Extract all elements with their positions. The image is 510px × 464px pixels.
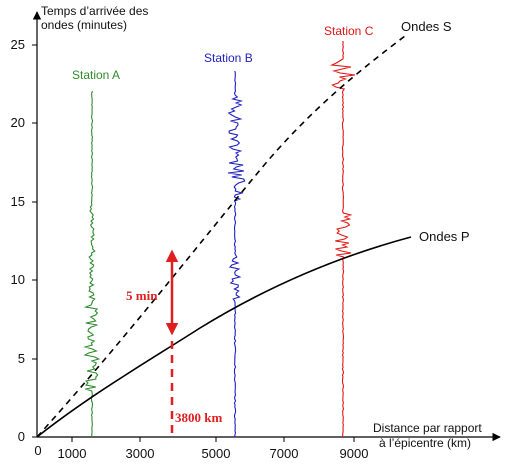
- s-wave-curve: [36, 35, 406, 438]
- x-tick-label: 9000: [340, 446, 369, 461]
- station-b-seismogram: [227, 70, 246, 438]
- station-c-label: Station C: [324, 24, 374, 38]
- x-tick-marks: [71, 437, 355, 442]
- station-a-label: Station A: [72, 68, 120, 82]
- s-wave-label: Ondes S: [401, 19, 452, 34]
- x-tick-label: 3000: [126, 446, 155, 461]
- x-axis-title-line1: Distance par rapport: [373, 421, 482, 435]
- y-axis-title-line2: ondes (minutes): [41, 18, 127, 32]
- x-tick-label: 1000: [58, 446, 87, 461]
- y-tick-label: 15: [11, 194, 25, 209]
- x-tick-label: 0: [34, 443, 41, 458]
- y-tick-label: 10: [11, 272, 25, 287]
- y-tick-marks: [32, 44, 37, 438]
- p-wave-label: Ondes P: [419, 229, 470, 244]
- station-a-seismogram: [83, 90, 101, 438]
- y-tick-label: 0: [18, 429, 25, 444]
- y-tick-label: 20: [11, 115, 25, 130]
- station-b-label: Station B: [204, 51, 253, 65]
- y-tick-label: 25: [11, 37, 25, 52]
- distance-label: 3800 km: [175, 410, 222, 425]
- x-tick-label: 5000: [202, 446, 231, 461]
- y-axis-title-line1: Temps d’arrivée des: [41, 4, 148, 18]
- x-tick-label: 7000: [270, 446, 299, 461]
- station-c-seismogram: [329, 40, 355, 438]
- p-wave-curve: [36, 236, 412, 438]
- x-axis-title-line2: à l’épicentre (km): [379, 436, 471, 450]
- y-tick-label: 5: [18, 351, 25, 366]
- delay-label: 5 min: [126, 288, 158, 303]
